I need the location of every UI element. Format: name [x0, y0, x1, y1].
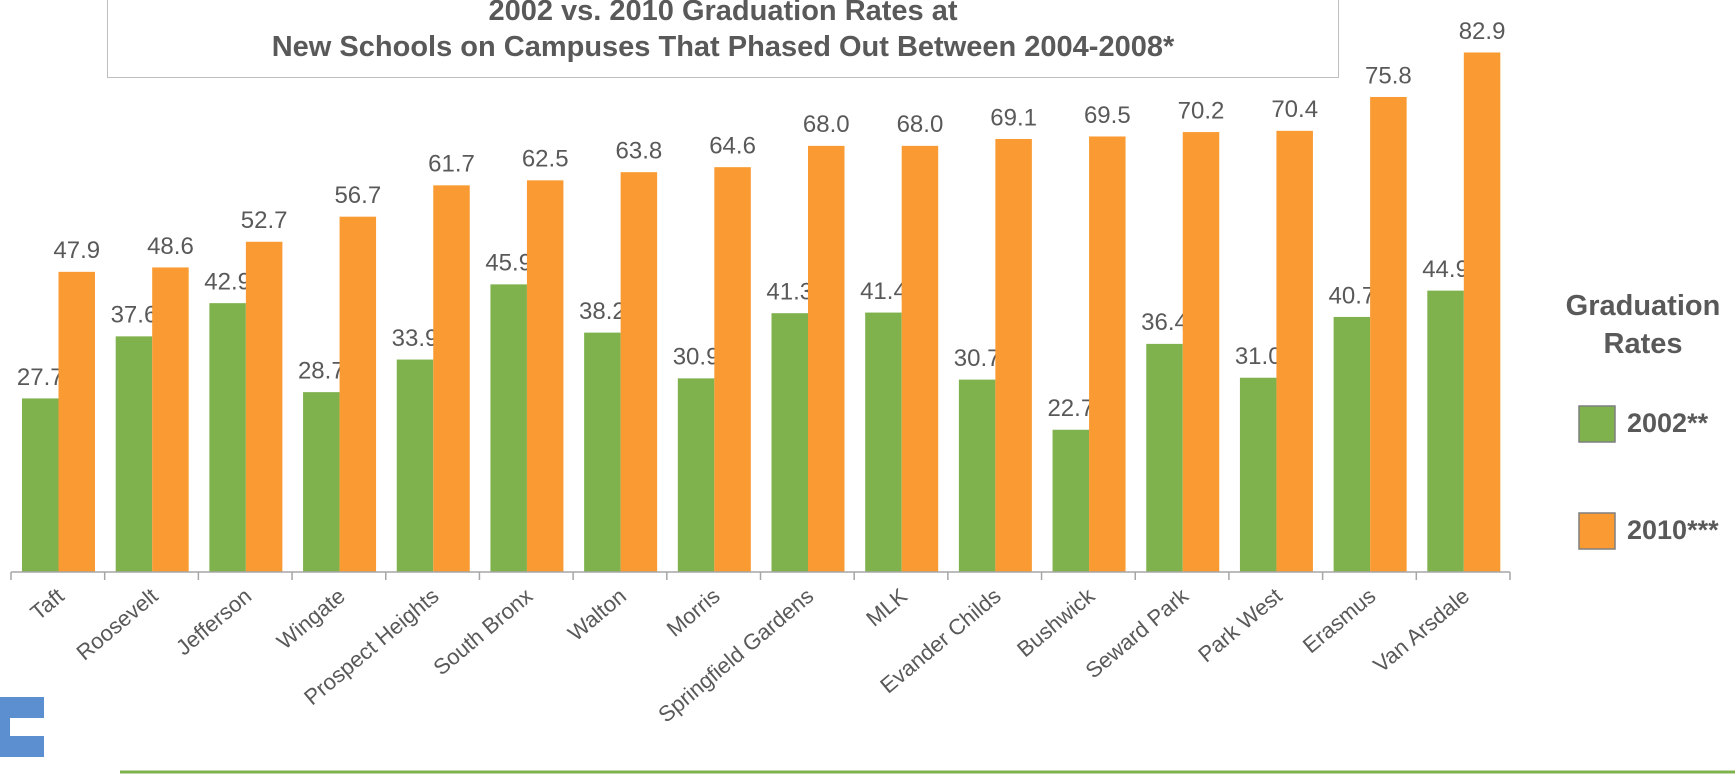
x-tick-label: Morris: [662, 583, 725, 641]
bar: [1333, 316, 1371, 572]
bar: [1427, 290, 1464, 572]
logo-cut: [10, 718, 44, 736]
value-label: 37.6: [111, 302, 158, 329]
x-tick-label: Seward Park: [1080, 582, 1193, 683]
bar: [1370, 96, 1407, 572]
value-label: 70.4: [1271, 96, 1318, 123]
value-label: 70.2: [1178, 97, 1225, 124]
value-label: 45.9: [485, 250, 532, 277]
bar: [526, 180, 564, 573]
x-tick-label: Jefferson: [171, 583, 256, 660]
value-label: 64.6: [709, 133, 756, 160]
value-label: 75.8: [1365, 62, 1412, 89]
bar: [1276, 130, 1313, 572]
value-label: 63.8: [616, 138, 663, 165]
bar: [958, 379, 996, 572]
value-label: 56.7: [334, 182, 381, 209]
bar: [115, 336, 153, 572]
bar: [1463, 52, 1501, 572]
bar: [22, 398, 59, 572]
bar: [303, 392, 340, 572]
legend-label: 2010***: [1627, 515, 1719, 545]
legend-swatch: [1578, 405, 1616, 443]
value-label: 30.7: [954, 345, 1001, 372]
chart-title: 2002 vs. 2010 Graduation Rates at New Sc…: [107, 0, 1339, 78]
value-label: 28.7: [298, 357, 345, 384]
value-label: 30.9: [673, 344, 720, 371]
bar: [620, 172, 658, 573]
value-label: 48.6: [147, 233, 194, 260]
bar: [1146, 343, 1183, 572]
legend-swatch: [1578, 512, 1616, 550]
value-label: 33.9: [392, 325, 439, 352]
value-label: 44.9: [1422, 256, 1469, 283]
bar: [584, 332, 621, 572]
value-label: 42.9: [204, 269, 251, 296]
x-tick-label: MLK: [861, 583, 912, 631]
value-label: 22.7: [1047, 395, 1094, 422]
value-label: 68.0: [897, 111, 944, 138]
bar: [396, 359, 434, 572]
x-tick-label: Park West: [1193, 583, 1286, 667]
bar: [245, 241, 283, 572]
bar: [58, 271, 95, 572]
bar: [865, 312, 902, 572]
bar: [808, 145, 845, 572]
bar: [995, 138, 1032, 572]
x-tick-label: Walton: [563, 583, 631, 646]
value-label: 27.7: [17, 364, 64, 391]
value-label: 41.3: [766, 279, 813, 306]
x-tick-label: Bushwick: [1012, 582, 1100, 662]
value-label: 41.4: [860, 278, 907, 305]
value-label: 36.4: [1141, 309, 1188, 336]
bar: [1052, 429, 1090, 572]
x-tick-label: Wingate: [272, 583, 350, 654]
value-label: 69.5: [1084, 102, 1131, 129]
value-label: 82.9: [1459, 18, 1506, 45]
value-label: 61.7: [428, 151, 475, 178]
bar: [677, 378, 715, 572]
value-label: 31.0: [1235, 343, 1282, 370]
bar: [1089, 136, 1126, 572]
x-tick-label: Erasmus: [1298, 583, 1381, 658]
value-label: 40.7: [1329, 282, 1376, 309]
bar: [490, 284, 527, 572]
bar: [714, 167, 751, 572]
value-label: 52.7: [241, 207, 288, 234]
legend-title: Graduation Rates: [1565, 290, 1721, 360]
bar: [771, 313, 808, 572]
legend-label: 2002**: [1627, 408, 1709, 438]
x-tick-label: South Bronx: [428, 583, 537, 680]
value-label: 47.9: [53, 237, 100, 264]
bar: [339, 216, 377, 572]
value-label: 68.0: [803, 111, 850, 138]
bar: [209, 303, 246, 572]
bar: [901, 145, 939, 572]
bar: [152, 267, 189, 572]
value-label: 38.2: [579, 298, 626, 325]
x-tick-label: Roosevelt: [71, 583, 162, 665]
bar: [1239, 377, 1277, 572]
x-tick-label: Springfield Gardens: [653, 583, 818, 727]
bar: [1182, 132, 1220, 572]
x-tick-label: Van Arsdale: [1368, 583, 1474, 677]
x-tick-label: Taft: [26, 583, 69, 625]
bar: [433, 185, 470, 572]
value-label: 62.5: [522, 146, 569, 173]
value-label: 69.1: [990, 104, 1037, 131]
